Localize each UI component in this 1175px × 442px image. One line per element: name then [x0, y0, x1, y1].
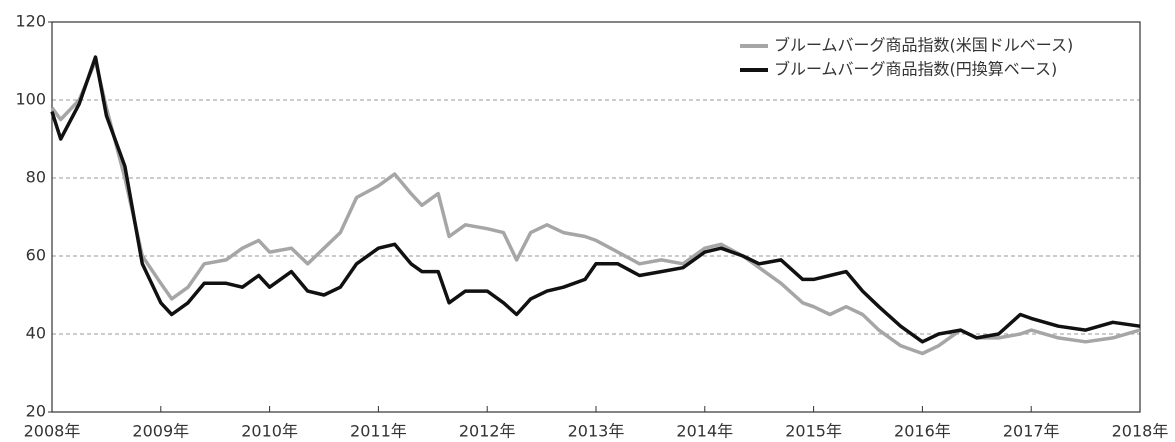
legend-label: ブルームバーグ商品指数(米国ドルベース) — [774, 36, 1073, 55]
x-tick-label: 2009年 — [132, 422, 189, 441]
y-tick-label: 100 — [15, 90, 46, 109]
series-line — [50, 59, 1141, 356]
y-tick-label: 40 — [26, 324, 46, 343]
plot-frame — [51, 21, 1141, 413]
x-tick-label: 2010年 — [241, 422, 298, 441]
x-tick-label: 2014年 — [676, 422, 733, 441]
y-tick-label: 80 — [26, 168, 46, 187]
x-tick-label: 2017年 — [1003, 422, 1060, 441]
x-tick-label: 2018年 — [1112, 422, 1169, 441]
x-tick-label: 2015年 — [785, 422, 842, 441]
x-tick-label: 2013年 — [568, 422, 625, 441]
x-tick-label: 2008年 — [24, 422, 81, 441]
legend-label: ブルームバーグ商品指数(円換算ベース) — [774, 60, 1057, 79]
y-tick-label: 60 — [26, 246, 46, 265]
x-tick-label: 2012年 — [459, 422, 516, 441]
y-tick-label: 120 — [15, 12, 46, 31]
series-line — [50, 55, 1141, 344]
x-tick-label: 2016年 — [894, 422, 951, 441]
y-tick-label: 20 — [26, 402, 46, 421]
x-tick-label: 2011年 — [350, 422, 407, 441]
